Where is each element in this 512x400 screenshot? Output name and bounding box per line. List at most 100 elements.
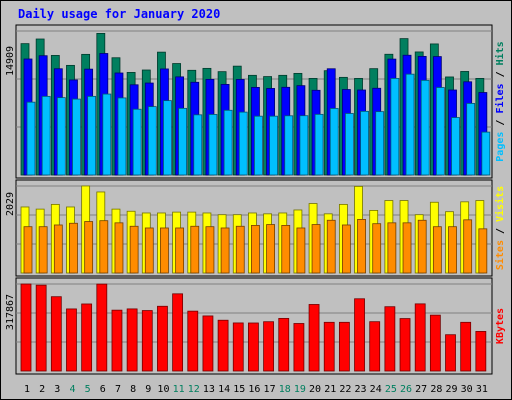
x-tick-label-day-4: 4 [69,384,75,395]
bar-kbytes-day-2 [35,284,47,372]
bar-sites-day-20 [311,224,321,274]
x-tick-label-day-5: 5 [85,384,91,395]
bar-sites-day-23 [357,219,366,274]
bar-sites-day-13 [205,226,215,274]
x-axis-labels: 1 2 3 4 5 6 7 8 9 10 11 12 13 14 15 16 17 18 19 20 21 22 23 24 2… [24,384,488,395]
bar-pages-day-14 [223,109,233,176]
bar-sites-day-4 [69,222,78,274]
bar-kbytes-day-18 [278,317,290,372]
bar-kbytes-day-15 [232,322,244,372]
bar-sites-day-21 [326,219,336,274]
bar-kbytes-day-3 [50,296,62,372]
bar-kbytes-day-21 [323,321,335,372]
x-tick-label-day-8: 8 [130,384,136,395]
bar-pages-day-22 [344,113,354,176]
x-tick-label-day-24: 24 [370,384,382,395]
panel-visits-sites: 2029 Sites / Visits [5,179,506,277]
x-tick-label-day-22: 22 [339,384,351,395]
bar-kbytes-day-20 [308,304,320,372]
bar-pages-day-30 [466,103,476,176]
bar-sites-day-16 [251,225,260,274]
bar-pages-day-10 [163,100,172,176]
x-tick-label-day-13: 13 [203,384,215,395]
bar-pages-day-9 [147,106,157,176]
x-tick-label-day-2: 2 [39,384,45,395]
y-max-label: 2029 [5,192,16,216]
x-tick-label-day-7: 7 [115,384,121,395]
bar-sites-day-9 [144,227,154,274]
bar-kbytes-day-19 [293,323,305,372]
bar-sites-day-10 [160,227,169,274]
bar-pages-day-17 [269,115,278,176]
bar-kbytes-day-23 [354,298,365,372]
x-tick-label-day-23: 23 [355,384,367,395]
bar-sites-day-3 [53,224,63,274]
x-tick-label-day-16: 16 [248,384,260,395]
x-tick-label-day-11: 11 [173,384,185,395]
bar-pages-day-1 [26,101,36,176]
x-tick-label-day-25: 25 [385,384,397,395]
bar-pages-day-2 [41,95,51,176]
bar-sites-day-26 [402,222,412,274]
bar-kbytes-day-16 [248,322,259,372]
x-tick-label-day-9: 9 [145,384,151,395]
y-max-label: 317867 [5,294,16,330]
bar-sites-day-7 [114,222,124,274]
bar-pages-day-28 [435,87,445,176]
bar-kbytes-day-8 [126,308,138,372]
panel-legend: Pages / Files / Hits [494,41,506,161]
x-tick-label-day-10: 10 [157,384,169,395]
bar-pages-day-21 [329,108,339,176]
bar-sites-day-22 [341,224,351,274]
x-tick-label-day-30: 30 [461,384,473,395]
x-tick-label-day-12: 12 [188,384,200,395]
x-tick-label-day-31: 31 [476,384,488,395]
bar-kbytes-day-22 [338,321,350,372]
bar-pages-day-11 [178,107,188,176]
bar-kbytes-day-9 [141,310,153,372]
bar-sites-day-19 [296,227,306,274]
bar-pages-day-24 [375,111,385,176]
bar-sites-day-6 [99,220,109,274]
bar-pages-day-18 [284,115,294,176]
bar-pages-day-3 [56,97,66,176]
bar-pages-day-5 [87,95,97,176]
bar-sites-day-17 [266,224,275,274]
bar-kbytes-day-12 [187,310,199,372]
bar-kbytes-day-7 [111,309,123,372]
bar-sites-day-18 [281,225,291,274]
bar-kbytes-day-31 [475,331,487,372]
x-tick-label-day-6: 6 [100,384,106,395]
bar-sites-day-5 [84,221,94,274]
x-tick-label-day-20: 20 [309,384,321,395]
legend-visits: Visits [494,186,506,222]
panel-legend: Sites / Visits [494,186,506,270]
bar-pages-day-19 [299,115,309,176]
legend-pages: Pages [495,132,506,162]
bar-sites-day-28 [432,226,442,274]
panel-hits-files-pages: 14909 Pages / Files / Hits [5,24,506,179]
legend-sep: / [495,65,506,83]
bar-kbytes-day-13 [202,315,214,372]
chart-panels: 14909 Pages / Files / Hits 2029 Sites / Vis… [5,24,506,375]
x-tick-label-day-19: 19 [294,384,306,395]
bar-pages-day-15 [238,111,248,176]
x-tick-label-day-27: 27 [415,384,427,395]
bar-sites-day-30 [463,219,473,274]
x-tick-label-day-21: 21 [324,384,336,395]
bar-sites-day-15 [235,225,245,274]
bar-kbytes-day-11 [172,293,184,372]
bar-sites-day-12 [190,225,200,274]
legend-files: Files [494,83,506,113]
bar-sites-day-2 [38,226,48,274]
bar-kbytes-day-26 [399,318,411,372]
bar-kbytes-day-5 [81,303,93,372]
bar-sites-day-14 [220,227,230,274]
bar-kbytes-day-6 [96,283,108,372]
bar-pages-day-7 [117,97,127,176]
x-tick-label-day-1: 1 [24,384,30,395]
x-tick-label-day-14: 14 [218,384,230,395]
bar-pages-day-27 [420,79,430,176]
bar-pages-day-6 [102,93,112,176]
